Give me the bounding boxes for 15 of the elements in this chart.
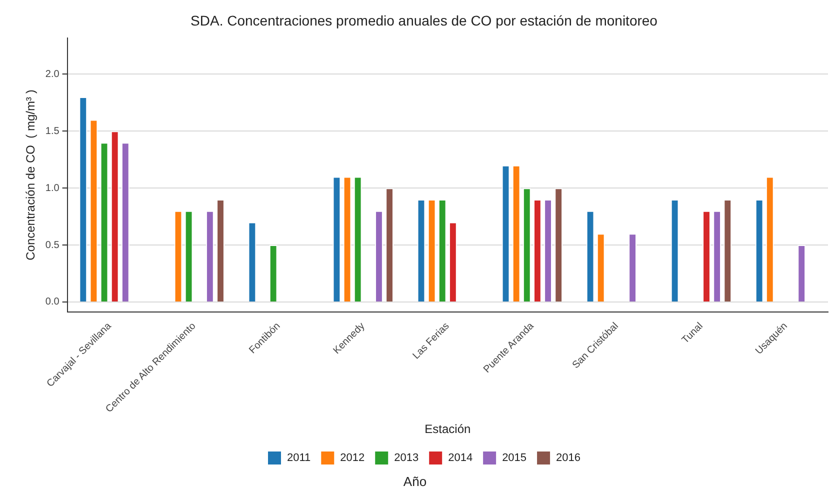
y-tick-label: 0.5 — [45, 240, 60, 251]
legend-label: 2011 — [286, 452, 311, 464]
y-tick-label: 1.0 — [45, 182, 60, 194]
y-tick-label: 0.0 — [45, 296, 60, 308]
y-tick-label: 2.0 — [45, 68, 60, 80]
chart-title: SDA. Concentraciones promedio anuales de CO por estación de monitoreo — [190, 12, 658, 28]
legend-label: 2013 — [394, 452, 419, 464]
legend-label: 2014 — [448, 452, 473, 464]
legend-label: 2012 — [340, 452, 365, 464]
x-axis-title: Estación — [424, 422, 471, 436]
legend-title: Año — [402, 474, 428, 489]
legend-label: 2015 — [502, 452, 527, 464]
y-axis-title: Concentración de CO ( mg/m³ ) — [24, 90, 38, 260]
legend-label: 2016 — [556, 452, 581, 464]
y-tick-label: 1.5 — [45, 126, 60, 137]
